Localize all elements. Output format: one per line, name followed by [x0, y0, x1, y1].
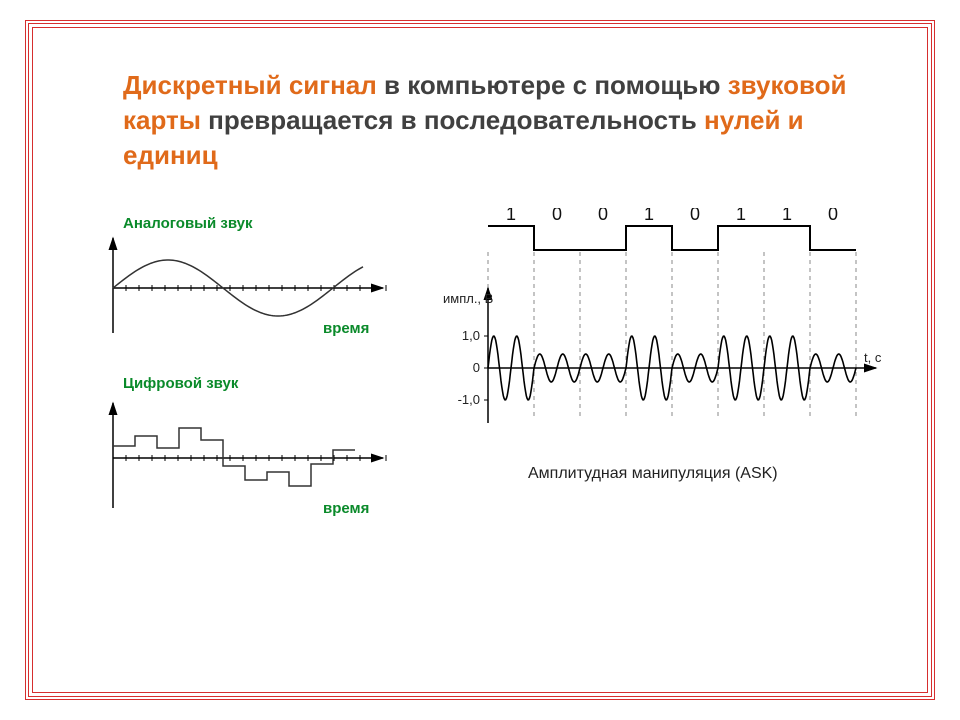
- slide-outer-frame: Дискретный сигнал в компьютере с помощью…: [25, 20, 935, 700]
- analog-chart: Аналоговый звук время: [83, 208, 403, 368]
- svg-text:0: 0: [473, 360, 480, 375]
- slide-inner-frame: Дискретный сигнал в компьютере с помощью…: [32, 27, 928, 693]
- svg-text:1: 1: [506, 208, 516, 224]
- left-diagrams: Аналоговый звук время Цифровой звук время: [83, 208, 403, 538]
- svg-text:1: 1: [782, 208, 792, 224]
- svg-text:0: 0: [598, 208, 608, 224]
- svg-text:Аналоговый звук: Аналоговый звук: [123, 215, 253, 232]
- svg-text:1: 1: [736, 208, 746, 224]
- svg-text:0: 0: [828, 208, 838, 224]
- svg-text:0: 0: [552, 208, 562, 224]
- svg-text:0: 0: [690, 208, 700, 224]
- svg-text:-1,0: -1,0: [458, 392, 480, 407]
- svg-text:Амплитудная манипуляция (ASK): Амплитудная манипуляция (ASK): [528, 465, 778, 482]
- svg-text:t, c: t, c: [864, 350, 882, 365]
- svg-text:Цифровой звук: Цифровой звук: [123, 375, 239, 392]
- heading-hl-1: Дискретный сигнал: [123, 70, 377, 100]
- ask-chart: 1 0 0 1 0 1 1 0 1,0 0 -1,0 импл., В t, c Амплитудная …: [433, 208, 893, 538]
- diagram-row: Аналоговый звуквремя Цифровой звуквремя …: [83, 208, 877, 538]
- svg-text:1: 1: [644, 208, 654, 224]
- heading-n-1: в компьютере с помощью: [377, 70, 728, 100]
- svg-text:время: время: [323, 500, 369, 517]
- right-diagram: 1 0 0 1 0 1 1 0 1,0 0 -1,0 импл., В t, c Амплитудная …: [433, 208, 893, 538]
- heading-n-2: превращается в последовательность: [201, 105, 704, 135]
- svg-text:1,0: 1,0: [462, 328, 480, 343]
- svg-text:импл., В: импл., В: [443, 291, 493, 306]
- digital-chart: Цифровой звук время: [83, 368, 403, 538]
- slide-heading: Дискретный сигнал в компьютере с помощью…: [83, 68, 877, 173]
- svg-text:время: время: [323, 320, 369, 337]
